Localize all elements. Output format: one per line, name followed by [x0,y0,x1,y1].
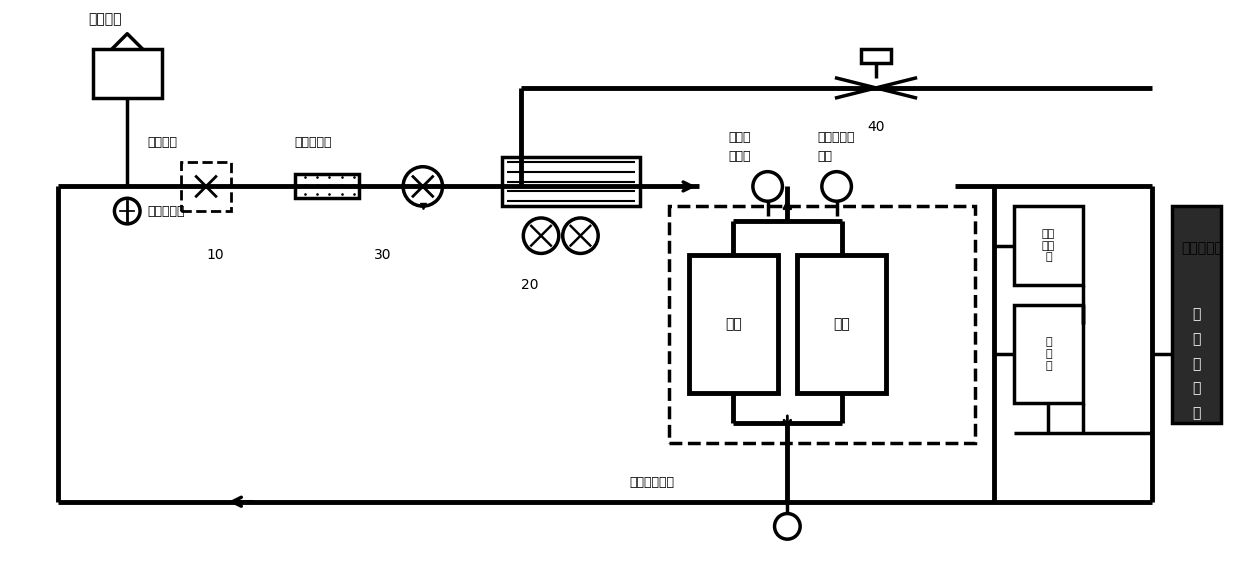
Bar [1014,305,1083,403]
Circle shape [775,514,800,539]
Text: 温、压: 温、压 [728,131,750,144]
Text: 30: 30 [373,249,391,262]
Text: 电机
控制
器: 电机 控制 器 [1042,229,1055,262]
Text: 液位传感器: 液位传感器 [148,205,185,218]
Text: 中
冷
器: 中 冷 器 [1045,337,1052,371]
Text: 传感器: 传感器 [728,150,750,163]
Circle shape [563,218,598,254]
Circle shape [114,198,140,224]
Text: 离子过滤器: 离子过滤器 [1182,241,1224,255]
Bar [502,157,640,206]
Text: 离: 离 [1192,307,1200,321]
Text: 颗粒传感器: 颗粒传感器 [295,136,332,149]
Circle shape [186,167,226,206]
Text: 子: 子 [1192,332,1200,346]
Text: 过: 过 [1192,357,1200,371]
Text: 离子浓度传: 离子浓度传 [817,131,854,144]
Text: 感器: 感器 [817,150,832,163]
Text: 电堆: 电堆 [725,318,742,332]
Bar [181,162,231,211]
Text: 电动水泵: 电动水泵 [148,136,177,149]
Text: 10: 10 [206,249,223,262]
Bar [670,206,975,442]
Bar [862,49,890,63]
Circle shape [822,172,852,201]
Circle shape [403,167,443,206]
Bar [689,255,777,393]
Text: 滤: 滤 [1192,381,1200,395]
Bar [295,173,358,198]
Circle shape [523,218,559,254]
Text: 电堆: 电堆 [833,318,849,332]
Circle shape [753,172,782,201]
Bar [1172,206,1221,423]
Bar [93,49,161,98]
Bar [1014,206,1083,285]
Text: 温、压传感器: 温、压传感器 [630,476,675,489]
Text: 膨胀水箱: 膨胀水箱 [88,12,122,26]
Text: 器: 器 [1192,406,1200,420]
Bar [797,255,885,393]
Text: 40: 40 [867,120,885,134]
Text: 20: 20 [521,278,539,292]
